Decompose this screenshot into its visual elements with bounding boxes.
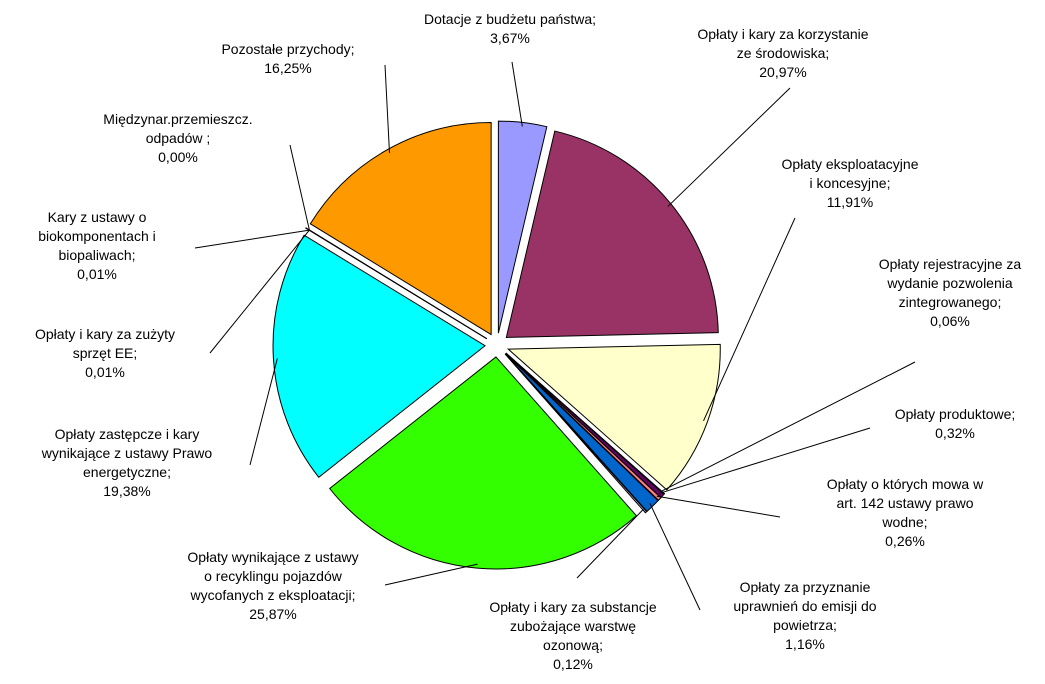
data-label: Opłaty wynikające z ustawy o recyklingu … [153,548,393,624]
leader-line [656,495,781,518]
category-label: Pozostałe przychody; [221,41,355,57]
category-label: Dotacje z budżetu państwa; [424,11,596,27]
category-label: Opłaty i kary za substancje zubożające w… [489,599,657,653]
data-label: Międzynar.przemieszcz. odpadów ; 0,00% [58,110,298,167]
category-label: Opłaty zastępcze i kary wynikające z ust… [41,426,213,480]
leader-line [649,503,701,611]
value-label: 0,06% [930,313,970,329]
data-label: Opłaty rejestracyjne za wydanie pozwolen… [830,255,1045,331]
pie-slice [504,353,648,514]
value-label: 3,67% [490,30,530,46]
pie-slice [305,227,488,340]
leader-line [194,229,310,249]
category-label: Kary z ustawy o biokomponentach i biopal… [38,209,156,263]
data-label: Opłaty produktowe; 0,32% [835,405,1045,443]
pie-slice [505,352,662,501]
pie-slice [497,120,548,334]
data-label: Dotacje z budżetu państwa; 3,67% [390,10,630,48]
data-label: Opłaty i kary za zużyty sprzęt EE; 0,01% [0,325,225,382]
leader-line [209,229,310,354]
category-label: Opłaty i kary za korzystanie ze środowis… [697,26,869,61]
category-label: Międzynar.przemieszcz. odpadów ; [103,111,253,146]
category-label: Opłaty i kary za zużyty sprzęt EE; [34,326,176,361]
data-label: Opłaty zastępcze i kary wynikające z ust… [7,425,247,501]
data-label: Kary z ustawy o biokomponentach i biopal… [0,208,217,284]
pie-slice [309,122,492,336]
category-label: Opłaty rejestracyjne za wydanie pozwolen… [878,256,1022,310]
value-label: 0,01% [77,266,117,282]
value-label: 0,26% [885,533,925,549]
leader-line [576,508,644,579]
value-label: 0,01% [85,364,125,380]
leader-line [661,361,916,492]
category-label: Opłaty eksploatacyjne i koncesyjne; [781,156,919,191]
value-label: 0,32% [935,425,975,441]
data-label: Pozostałe przychody; 16,25% [168,40,408,78]
category-label: Opłaty o których mowa w art. 142 ustawy … [826,476,984,530]
data-label: Opłaty i kary za substancje zubożające w… [453,598,693,674]
pie-slice [506,343,721,491]
value-label: 0,00% [158,149,198,165]
category-label: Opłaty wynikające z ustawy o recyklingu … [187,549,359,603]
leader-line [289,144,310,231]
category-label: Opłaty produktowe; [894,406,1016,422]
leader-line [384,64,390,154]
value-label: 11,91% [826,194,874,210]
leader-line [703,217,796,422]
data-label: Opłaty i kary za korzystanie ze środowis… [663,25,903,82]
value-label: 25,87% [249,606,297,622]
pie-slice [272,234,486,478]
value-label: 20,97% [759,64,807,80]
leader-line [384,563,478,586]
data-label: Opłaty o których mowa w art. 142 ustawy … [785,475,1025,551]
leader-line [667,87,791,207]
leader-line [659,427,871,494]
value-label: 16,25% [264,60,312,76]
data-label: Opłaty eksploatacyjne i koncesyjne; 11,91… [730,155,970,212]
value-label: 19,38% [103,483,151,499]
pie-slice [328,356,638,570]
leader-line [249,358,278,466]
value-label: 0,12% [553,656,593,672]
value-label: 1,16% [785,636,825,652]
data-label: Opłaty za przyznanie uprawnień do emisji… [685,578,925,654]
leader-line [511,61,523,127]
category-label: Opłaty za przyznanie uprawnień do emisji… [733,579,877,633]
